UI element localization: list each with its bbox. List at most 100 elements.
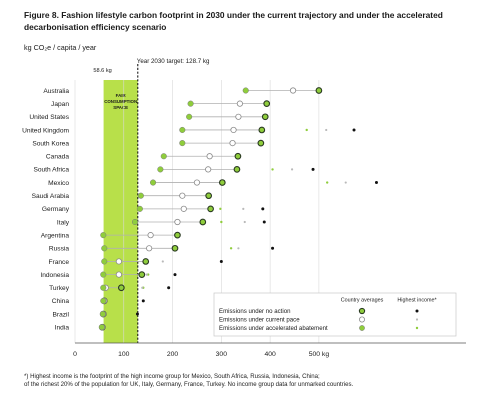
x-tick-label: 0 xyxy=(73,351,77,358)
legend: Country averages Highest income* Emissions… xyxy=(213,292,457,337)
country-no-action-point xyxy=(218,179,226,186)
country-row-japan: Japan xyxy=(51,100,271,108)
income-current-point xyxy=(141,286,144,289)
country-accelerated-point xyxy=(149,179,157,186)
country-row-saudi-arabia: Saudi Arabia xyxy=(32,192,213,200)
income-no-action-point xyxy=(374,181,378,185)
country-no-action-point xyxy=(234,152,242,160)
income-no-action-point xyxy=(261,207,265,211)
income-accelerated-point xyxy=(305,128,308,132)
country-no-action-point xyxy=(199,218,207,226)
income-current-point xyxy=(145,273,148,276)
country-accelerated-point xyxy=(179,126,186,133)
income-no-action-point xyxy=(135,312,139,316)
footnote: *) Highest income is the footprint of th… xyxy=(24,373,474,389)
country-current-pace-point xyxy=(230,126,237,134)
country-row-united-states: United States xyxy=(29,113,269,121)
legend-swatch-income-current-pace xyxy=(415,318,419,321)
country-label: United States xyxy=(29,114,69,121)
income-current-point xyxy=(161,260,164,263)
legend-swatch-current-pace xyxy=(358,316,365,323)
country-no-action-point xyxy=(117,284,125,292)
income-no-action-point xyxy=(311,167,315,171)
country-label: Indonesia xyxy=(40,272,69,279)
country-accelerated-point xyxy=(101,258,108,265)
country-row-united-kingdom: United Kingdom xyxy=(22,126,356,134)
income-no-action-point xyxy=(167,286,171,290)
country-no-action-point xyxy=(258,126,266,134)
country-label: Australia xyxy=(43,88,69,95)
income-current-point xyxy=(242,207,245,210)
legend-label: Emissions under no action xyxy=(219,308,290,315)
country-label: India xyxy=(55,325,70,332)
country-current-pace-point xyxy=(229,140,236,147)
country-no-action-point xyxy=(205,192,213,200)
income-no-action-point xyxy=(219,259,223,263)
country-accelerated-point xyxy=(136,205,143,212)
legend-swatch-income-no-action xyxy=(415,309,419,313)
income-accelerated-point xyxy=(271,168,274,171)
band-low-label: 58.6 kg xyxy=(93,68,111,74)
country-label: Argentina xyxy=(41,232,70,239)
x-tick-label: 300 xyxy=(216,351,228,358)
country-accelerated-point xyxy=(100,297,107,304)
country-row-france: France xyxy=(48,258,223,266)
legend-swatch-income-accelerated xyxy=(415,326,419,330)
country-row-indonesia: Indonesia xyxy=(40,271,177,279)
income-no-action-point xyxy=(271,246,275,250)
country-current-pace-point xyxy=(147,232,154,239)
fair-consumption-band-rect xyxy=(103,80,138,343)
country-label: Canada xyxy=(46,154,69,161)
country-row-italy: Italy xyxy=(57,218,266,226)
country-row-south-korea: South Korea xyxy=(32,139,265,147)
country-current-pace-point xyxy=(115,271,123,278)
country-current-pace-point xyxy=(146,245,153,252)
country-no-action-point xyxy=(261,113,269,121)
legend-swatch-accelerated xyxy=(359,325,365,331)
legend-label: Emissions under accelerated abatement xyxy=(219,325,328,332)
country-accelerated-point xyxy=(100,271,107,278)
legend-col-income: Highest income* xyxy=(397,298,437,304)
x-tick-label: 400 xyxy=(264,351,276,358)
country-label: China xyxy=(52,298,70,305)
country-accelerated-point xyxy=(99,311,106,318)
income-current-point xyxy=(344,181,347,184)
income-accelerated-point xyxy=(220,220,223,224)
country-current-pace-point xyxy=(180,205,187,212)
country-row-russia: Russia xyxy=(49,244,275,253)
footnote-line-2: of the richest 20% of the population for… xyxy=(24,381,354,388)
country-no-action-point xyxy=(171,244,179,252)
x-axis: 0 100 200 300 400 500 kg xyxy=(73,342,466,358)
country-accelerated-point xyxy=(187,100,194,107)
country-label: Italy xyxy=(57,219,70,226)
country-label: Russia xyxy=(49,246,69,253)
country-no-action-point xyxy=(142,258,150,265)
country-accelerated-point xyxy=(242,87,249,94)
country-current-pace-point xyxy=(179,192,186,199)
x-tick-label: 100 xyxy=(118,351,130,358)
income-no-action-point xyxy=(173,273,177,277)
band-label-line-3: SPACE xyxy=(113,105,128,110)
country-accelerated-point xyxy=(157,166,164,173)
band-label-line-1: FAIR xyxy=(116,93,127,98)
country-row-argentina: Argentina xyxy=(41,231,181,239)
country-accelerated-point xyxy=(100,284,107,291)
income-accelerated-point xyxy=(219,207,222,211)
unit-label: kg CO₂e / capita / year xyxy=(24,43,97,52)
country-no-action-point xyxy=(233,166,241,173)
country-accelerated-point xyxy=(186,113,193,120)
country-accelerated-point xyxy=(101,245,108,252)
country-row-australia: Australia xyxy=(43,87,323,95)
country-accelerated-point xyxy=(160,153,167,160)
country-row-germany: Germany xyxy=(42,205,265,213)
country-no-action-point xyxy=(257,139,265,147)
x-tick-label: 200 xyxy=(167,351,179,358)
income-current-point xyxy=(237,247,240,250)
country-current-pace-point xyxy=(235,113,242,120)
country-row-turkey: Turkey xyxy=(49,284,171,292)
country-no-action-point xyxy=(263,100,271,107)
figure-title: Figure 8. Fashion lifestyle carbon footp… xyxy=(24,10,443,32)
target-label: Year 2030 target: 128.7 kg xyxy=(137,58,210,65)
